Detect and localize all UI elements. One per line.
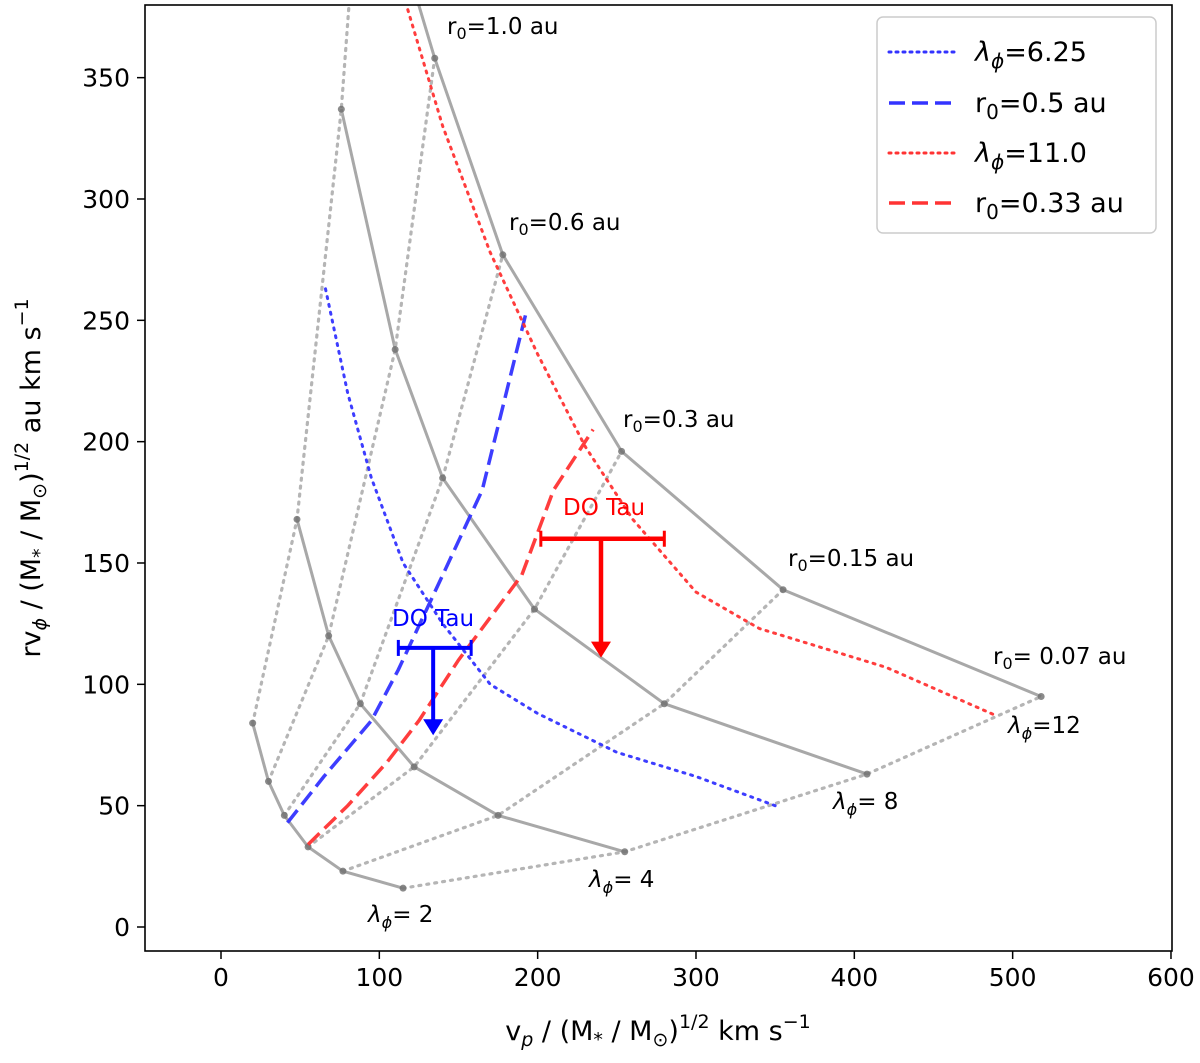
grid-node (264, 777, 272, 785)
grid-node (439, 474, 447, 482)
grid-node (337, 105, 345, 113)
do-tau-arrow-head-0 (423, 719, 444, 736)
grid-node (499, 251, 507, 259)
series-line-1 (286, 310, 529, 824)
grid-node (339, 867, 347, 875)
grid-node (863, 770, 871, 778)
axis-ticks: 0 100 200 300 400 500 600 0 50 100 150 200 250 300 350 (82, 64, 1195, 992)
grid-node (410, 763, 418, 771)
lambda-grid-curve-2 (339, 108, 868, 776)
y-tick-label-100: 100 (82, 670, 130, 699)
grid-node (494, 811, 502, 819)
r0-grid-curve-1 (266, 56, 437, 784)
legend-label-lambda-11.0: λϕ=11.0 (973, 138, 1087, 174)
annotation-lambda-4: λϕ= 4 (587, 867, 654, 897)
legend-box (876, 16, 1157, 234)
grid-node (660, 700, 668, 708)
parameter-grid (249, 5, 1045, 892)
grid-node (399, 884, 407, 892)
y-tick-label-250: 250 (82, 306, 130, 335)
grid-node (293, 515, 301, 523)
grid-node (325, 632, 333, 640)
y-tick-label-350: 350 (82, 64, 130, 93)
grid-node (280, 811, 288, 819)
x-tick-label-400: 400 (830, 963, 878, 992)
grid-node (249, 719, 257, 727)
r0-grid-curve-4 (341, 588, 785, 873)
y-tick-label-0: 0 (114, 913, 130, 942)
grid-node (1037, 692, 1045, 700)
x-tick-label-500: 500 (989, 963, 1037, 992)
grid-node (618, 447, 626, 455)
grid-node (530, 605, 538, 613)
do-tau-arrow-head-1 (590, 641, 611, 658)
legend-label-lambda-6.25: λϕ=6.25 (973, 37, 1087, 73)
annotation-r0-0.07: r0= 0.07 au (993, 644, 1126, 673)
r0-grid-curve-2 (282, 253, 505, 818)
annotation-lambda-8: λϕ= 8 (831, 789, 898, 819)
grid-node (391, 345, 399, 353)
do-tau-label-blue: DO Tau (392, 606, 474, 632)
grid-node (621, 848, 629, 856)
x-tick-label-100: 100 (355, 963, 403, 992)
plot-area (249, 5, 1045, 892)
legend-label-r0-0.33: r0=0.33 au (975, 188, 1124, 224)
y-axis-label: rvϕ / (M* / M⊙)1/2 au km s−1 (11, 298, 51, 657)
series-lines (286, 8, 999, 846)
r0-grid-curve-3 (306, 449, 624, 849)
plot-frame (144, 4, 1173, 952)
annotation-lambda-12: λϕ=12 (1006, 713, 1081, 743)
series-line-3 (306, 428, 595, 846)
y-tick-label-300: 300 (82, 185, 130, 214)
do-tau-markers (396, 530, 666, 736)
x-tick-label-200: 200 (514, 963, 562, 992)
lambda-grid-curve-4 (417, 5, 437, 59)
do-tau-label-red: DO Tau (563, 495, 645, 521)
r0-grid-curve-0 (251, 5, 351, 725)
lambda-grid-curve-1 (295, 518, 626, 854)
grid-node (431, 54, 439, 62)
lambda-grid-curve-0 (251, 722, 404, 890)
x-tick-label-0: 0 (213, 963, 229, 992)
series-line-2 (406, 8, 999, 718)
grid-node (356, 700, 364, 708)
legend: λϕ=6.25 r0=0.5 au λϕ=11.0 r0=0.33 au (876, 16, 1157, 234)
annotation-r0-0.15: r0=0.15 au (788, 546, 914, 575)
x-tick-label-600: 600 (1147, 963, 1195, 992)
x-tick-label-300: 300 (672, 963, 720, 992)
y-tick-label-200: 200 (82, 428, 130, 457)
r0-grid-curve-5 (401, 694, 1043, 890)
y-tick-label-50: 50 (98, 792, 130, 821)
series-line-0 (324, 287, 777, 808)
y-tick-label-150: 150 (82, 549, 130, 578)
grid-node (779, 586, 787, 594)
annotation-lambda-2: λϕ= 2 (366, 902, 433, 932)
